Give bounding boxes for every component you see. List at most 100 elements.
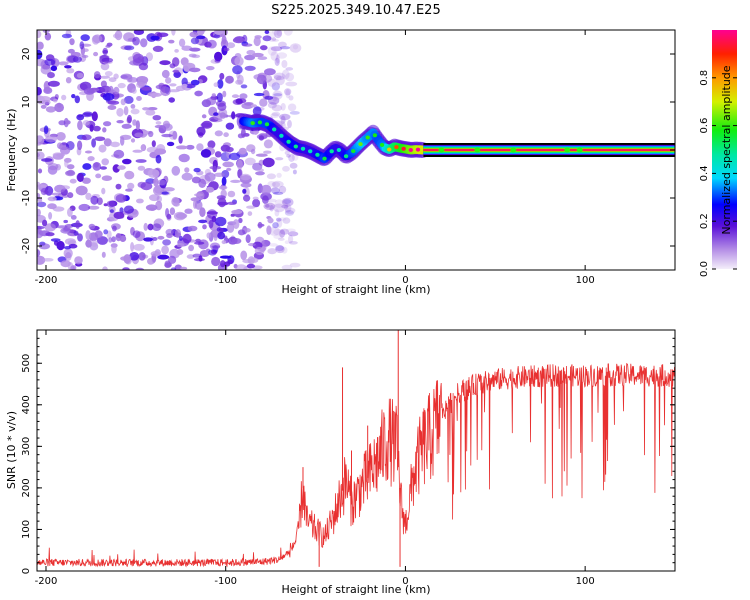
noise-speckle: [253, 36, 261, 47]
noise-speckle: [61, 94, 67, 101]
noise-speckle: [221, 35, 227, 45]
noise-speckle: [97, 236, 108, 245]
noise-speckle: [221, 176, 227, 186]
y-tick-label: 100: [21, 520, 32, 539]
noise-speckle: [223, 132, 229, 138]
noise-speckle: [106, 42, 113, 47]
colorbar-tick-label: 0.4: [699, 165, 710, 181]
signal-track-layer: [236, 113, 675, 167]
noise-speckle: [155, 121, 162, 125]
signal-core: [308, 149, 313, 154]
noise-speckle: [283, 202, 289, 210]
noise-speckle: [273, 234, 284, 240]
noise-speckle: [130, 104, 136, 109]
noise-speckle: [262, 35, 272, 42]
noise-speckle: [101, 251, 106, 258]
signal-core: [336, 148, 342, 152]
noise-speckle: [136, 81, 146, 89]
noise-speckle: [104, 71, 113, 77]
noise-speckle: [274, 209, 280, 217]
noise-speckle: [149, 194, 160, 202]
noise-speckle: [164, 262, 172, 268]
noise-speckle: [63, 219, 68, 224]
y-tick-label: 400: [21, 395, 32, 414]
noise-speckle: [199, 207, 206, 218]
noise-speckle: [130, 108, 140, 115]
noise-speckle: [37, 255, 46, 265]
signal-core: [351, 149, 356, 154]
noise-speckle: [288, 95, 294, 101]
noise-speckle: [169, 83, 177, 87]
noise-speckle: [157, 254, 170, 260]
signal-core: [415, 147, 421, 152]
signal-core: [379, 142, 385, 147]
noise-speckle: [152, 115, 162, 121]
noise-speckle: [217, 79, 224, 89]
noise-speckle: [285, 228, 296, 233]
noise-speckle: [159, 60, 171, 66]
noise-speckle: [195, 238, 202, 243]
noise-speckle: [271, 104, 283, 112]
noise-speckle: [50, 65, 58, 72]
noise-speckle: [281, 204, 289, 209]
noise-speckle: [205, 186, 215, 193]
noise-speckle: [100, 62, 110, 71]
noise-speckle: [287, 103, 297, 112]
noise-speckle: [92, 162, 102, 171]
noise-speckle: [276, 217, 282, 222]
noise-speckle: [271, 187, 280, 195]
noise-speckle: [44, 58, 56, 66]
noise-speckle: [288, 235, 294, 244]
noise-speckle: [254, 35, 262, 39]
noise-speckle: [190, 197, 200, 202]
noise-speckle: [219, 112, 226, 119]
noise-speckle: [115, 194, 127, 203]
noise-speckle: [218, 185, 228, 190]
noise-speckle: [56, 153, 65, 158]
noise-speckle: [65, 77, 72, 84]
noise-speckle: [264, 68, 276, 76]
noise-speckle: [133, 30, 145, 35]
signal-core: [401, 146, 406, 151]
noise-speckle: [260, 184, 272, 195]
noise-speckle: [273, 93, 283, 97]
noise-speckle: [66, 68, 75, 74]
noise-speckle: [154, 148, 167, 155]
noise-speckle: [64, 160, 69, 168]
noise-speckle: [71, 94, 76, 99]
noise-speckle: [216, 92, 223, 103]
noise-speckle: [94, 230, 103, 239]
noise-speckle: [37, 225, 45, 230]
noise-speckle: [140, 38, 148, 48]
noise-speckle: [87, 205, 100, 210]
noise-speckle: [101, 158, 109, 166]
noise-speckle: [138, 251, 146, 261]
noise-speckle: [136, 96, 142, 101]
noise-speckle: [266, 225, 272, 235]
colorbar-gradient: [712, 30, 737, 269]
noise-speckle: [37, 30, 42, 39]
spectrogram-xlabel: Height of straight line (km): [281, 283, 430, 296]
signal-core: [387, 147, 392, 152]
noise-speckle: [231, 209, 243, 215]
noise-speckle: [37, 181, 41, 190]
noise-speckle: [194, 241, 205, 245]
signal-core: [315, 152, 320, 157]
noise-speckle: [135, 159, 147, 163]
noise-speckle: [270, 51, 279, 61]
noise-speckle: [273, 203, 285, 213]
noise-speckle: [107, 105, 117, 110]
noise-speckle: [207, 39, 217, 49]
noise-speckle: [185, 144, 195, 150]
noise-speckle: [37, 249, 41, 257]
noise-speckle: [99, 75, 111, 79]
noise-speckle: [281, 199, 287, 205]
noise-speckle: [253, 74, 264, 80]
noise-speckle: [40, 104, 47, 109]
noise-speckle: [274, 57, 280, 66]
noise-speckle: [150, 251, 161, 257]
noise-speckle: [275, 75, 285, 86]
noise-speckle: [285, 72, 295, 82]
noise-speckle: [282, 165, 290, 172]
noise-speckle: [220, 144, 231, 152]
